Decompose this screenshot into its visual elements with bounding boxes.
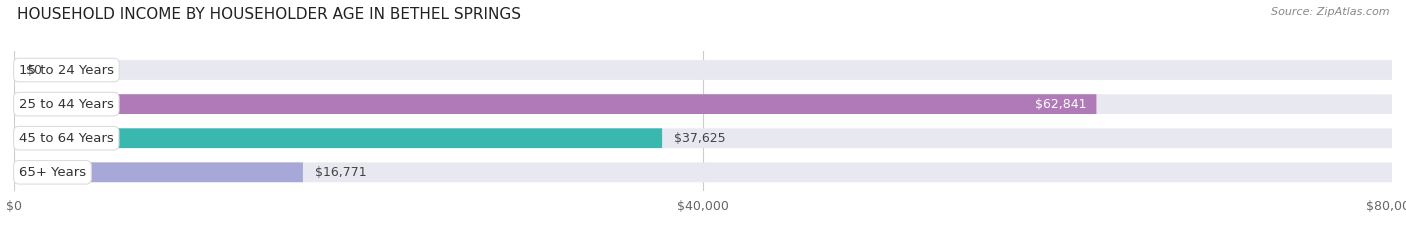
FancyBboxPatch shape — [14, 128, 1392, 148]
Text: $0: $0 — [27, 64, 42, 76]
FancyBboxPatch shape — [14, 162, 302, 182]
FancyBboxPatch shape — [14, 162, 1392, 182]
FancyBboxPatch shape — [14, 60, 1392, 80]
FancyBboxPatch shape — [14, 94, 1097, 114]
Text: $16,771: $16,771 — [315, 166, 367, 179]
FancyBboxPatch shape — [14, 128, 662, 148]
Text: Source: ZipAtlas.com: Source: ZipAtlas.com — [1271, 7, 1389, 17]
Text: 65+ Years: 65+ Years — [18, 166, 86, 179]
Text: HOUSEHOLD INCOME BY HOUSEHOLDER AGE IN BETHEL SPRINGS: HOUSEHOLD INCOME BY HOUSEHOLDER AGE IN B… — [17, 7, 520, 22]
Text: 25 to 44 Years: 25 to 44 Years — [18, 98, 114, 111]
Text: 45 to 64 Years: 45 to 64 Years — [18, 132, 114, 145]
Text: $37,625: $37,625 — [673, 132, 725, 145]
Text: 15 to 24 Years: 15 to 24 Years — [18, 64, 114, 76]
Text: $62,841: $62,841 — [1035, 98, 1085, 111]
FancyBboxPatch shape — [14, 94, 1392, 114]
